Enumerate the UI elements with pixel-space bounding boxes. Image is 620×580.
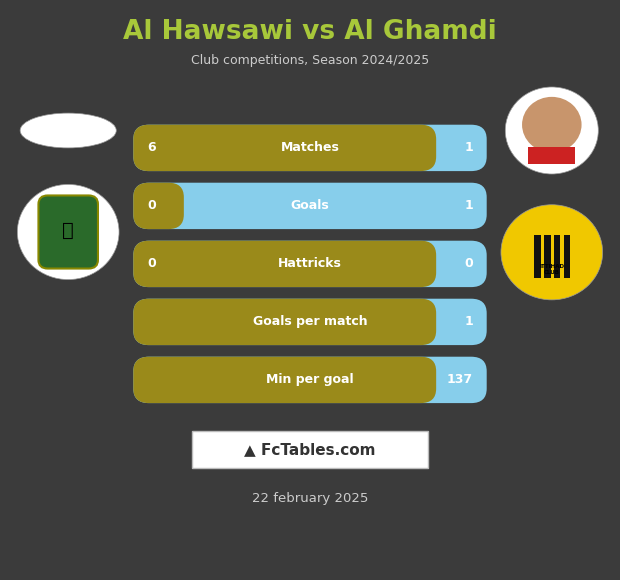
Circle shape [501,205,603,300]
FancyBboxPatch shape [192,430,428,469]
FancyBboxPatch shape [38,195,98,269]
Text: 0: 0 [147,200,156,212]
Text: 🦅: 🦅 [63,221,74,240]
Text: Goals per match: Goals per match [253,316,367,328]
FancyBboxPatch shape [534,235,541,278]
FancyBboxPatch shape [133,299,436,345]
FancyBboxPatch shape [544,235,551,278]
Text: 0: 0 [147,258,156,270]
Text: 0: 0 [464,258,473,270]
FancyBboxPatch shape [528,147,575,164]
Ellipse shape [20,113,117,148]
FancyBboxPatch shape [133,299,487,345]
Text: 1: 1 [464,200,473,212]
Text: 1: 1 [464,316,473,328]
Text: Club competitions, Season 2024/2025: Club competitions, Season 2024/2025 [191,55,429,67]
Circle shape [522,97,582,153]
Text: ITTIHAD
CLUB: ITTIHAD CLUB [539,264,564,275]
Text: Goals: Goals [291,200,329,212]
Text: Hattricks: Hattricks [278,258,342,270]
Text: 6: 6 [147,142,156,154]
FancyBboxPatch shape [133,241,436,287]
FancyBboxPatch shape [133,241,487,287]
FancyBboxPatch shape [133,183,487,229]
Text: 137: 137 [447,374,473,386]
Circle shape [505,87,598,174]
FancyBboxPatch shape [133,357,436,403]
FancyBboxPatch shape [133,357,487,403]
Text: 22 february 2025: 22 february 2025 [252,492,368,505]
Text: ▲ FcTables.com: ▲ FcTables.com [244,442,376,457]
Text: Min per goal: Min per goal [266,374,354,386]
FancyBboxPatch shape [564,235,570,278]
FancyBboxPatch shape [554,235,560,278]
FancyBboxPatch shape [133,183,184,229]
FancyBboxPatch shape [133,125,487,171]
Text: Al Hawsawi vs Al Ghamdi: Al Hawsawi vs Al Ghamdi [123,19,497,45]
Circle shape [17,184,119,280]
Text: Matches: Matches [281,142,339,154]
Text: 1: 1 [464,142,473,154]
FancyBboxPatch shape [133,125,436,171]
